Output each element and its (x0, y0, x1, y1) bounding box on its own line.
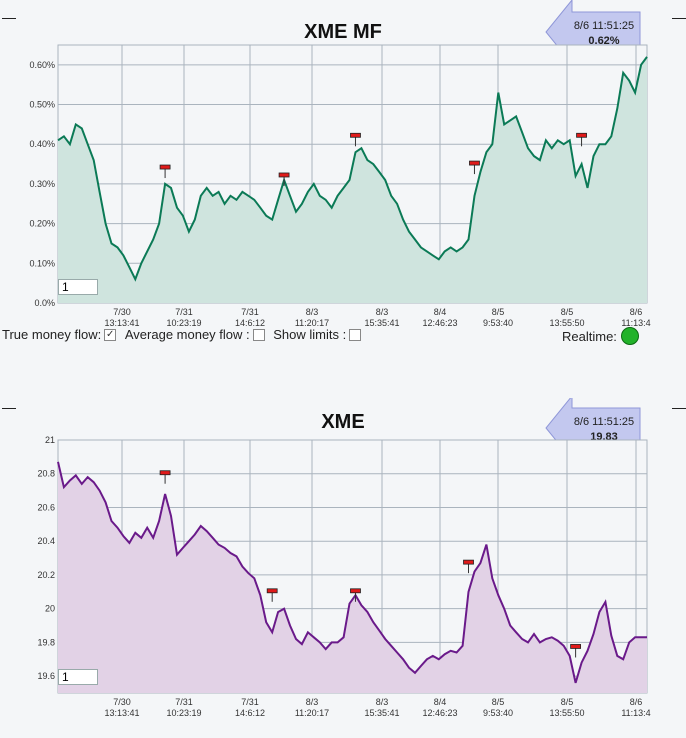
y-tick-label: 0.40% (29, 139, 55, 149)
x-tick-date: 7/31 (241, 697, 259, 707)
show-limits-checkbox[interactable] (349, 328, 362, 341)
y-tick-label: 20.8 (37, 469, 55, 479)
x-tick-time: 14:6:12 (235, 708, 265, 718)
x-tick-date: 7/31 (241, 307, 259, 317)
badge-value: 0.62% (588, 35, 619, 47)
mf-zoom-input[interactable] (58, 279, 98, 295)
average-money-flow-checkbox[interactable] (252, 328, 265, 341)
limit-marker-flag (576, 132, 587, 138)
x-tick-time: 10:23:19 (166, 708, 201, 718)
x-tick-date: 8/3 (306, 697, 319, 707)
x-tick-time: 9:53:40 (483, 318, 513, 328)
x-tick-time: 15:35:41 (364, 318, 399, 328)
series-line (57, 461, 647, 684)
x-tick-time: 11:13:4 (621, 318, 650, 328)
y-tick-label: 20 (45, 604, 55, 614)
chart-title: XME MF (304, 21, 382, 43)
series-area (58, 461, 647, 693)
x-tick-date: 8/3 (306, 307, 319, 317)
money-flow-chart: XME MF 8/6 11:51:25 0.62% 0.0% 0.10% 0.20% 0.3… (29, 0, 651, 328)
y-tick-label: 0.20% (29, 219, 55, 229)
limit-marker-flag (469, 160, 480, 166)
x-tick-time: 12:46:23 (422, 708, 457, 718)
show-limits-option[interactable]: Show limits : (273, 327, 364, 342)
x-tick-date: 8/6 (630, 307, 643, 317)
x-tick-time: 10:23:19 (166, 318, 201, 328)
series-area (58, 56, 647, 304)
x-tick-date: 8/6 (630, 697, 643, 707)
x-tick-date: 7/31 (175, 307, 193, 317)
top-right-dash-1 (672, 18, 686, 19)
y-tick-label: 20.6 (37, 502, 55, 512)
y-tick-label: 0.0% (34, 298, 55, 308)
realtime-status-indicator[interactable] (620, 327, 639, 345)
x-tick-date: 8/5 (492, 307, 505, 317)
limit-marker-flag (463, 559, 474, 565)
true-money-flow-option[interactable]: True money flow: ✓ (2, 327, 119, 342)
x-tick-date: 7/31 (175, 697, 193, 707)
chart-title: XME (321, 411, 364, 433)
limit-marker-flag (159, 164, 171, 170)
series-line (57, 56, 648, 282)
y-tick-label: 20.2 (37, 570, 55, 580)
x-tick-date: 8/4 (434, 697, 447, 707)
chart-options-bar: True money flow: ✓ Average money flow : … (2, 327, 366, 342)
y-tick-label: 20.4 (37, 536, 55, 546)
average-money-flow-option[interactable]: Average money flow : (125, 327, 268, 342)
y-tick-label: 21 (45, 435, 55, 445)
x-tick-time: 13:55:50 (549, 708, 584, 718)
limit-marker-flag (570, 644, 582, 649)
x-tick-time: 11:20:17 (295, 708, 329, 718)
x-tick-date: 8/3 (376, 697, 389, 707)
badge-date: 8/6 11:51:25 (574, 20, 634, 32)
x-tick-time: 11:13:4 (621, 708, 650, 718)
limit-marker-flag (278, 172, 290, 178)
y-tick-label: 19.6 (37, 671, 55, 681)
x-tick-date: 8/3 (376, 307, 389, 317)
limit-marker-flag (266, 588, 278, 594)
x-tick-date: 7/30 (113, 697, 131, 707)
x-tick-time: 15:35:41 (364, 708, 399, 718)
x-tick-time: 11:20:17 (295, 318, 329, 328)
price-chart: XME 8/6 11:51:2519.8319.619.82020.220.420… (37, 398, 651, 718)
top-right-dash-2 (672, 408, 686, 409)
badge-date: 8/6 11:51:25 (574, 416, 634, 428)
x-tick-time: 9:53:40 (483, 708, 513, 718)
x-tick-date: 7/30 (113, 307, 131, 317)
y-tick-label: 0.10% (29, 258, 55, 268)
top-left-dash-2 (2, 408, 16, 409)
true-money-flow-checkbox[interactable]: ✓ (104, 328, 117, 341)
show-limits-label: Show limits : (273, 327, 347, 342)
y-tick-label: 0.30% (29, 179, 55, 189)
x-tick-time: 12:46:23 (422, 318, 457, 328)
x-tick-time: 13:55:50 (549, 318, 584, 328)
limit-marker-flag (350, 588, 361, 594)
x-tick-date: 8/5 (492, 697, 505, 707)
limit-marker-flag (350, 132, 361, 138)
realtime-label: Realtime: (562, 328, 617, 344)
limit-marker-flag (159, 470, 171, 476)
average-money-flow-label: Average money flow : (124, 327, 250, 342)
y-tick-label: 0.50% (29, 100, 55, 110)
x-tick-date: 8/5 (561, 697, 574, 707)
x-tick-time: 13:13:41 (104, 708, 139, 718)
x-tick-time: 14:6:12 (235, 318, 265, 328)
realtime-toggle[interactable]: Realtime: (562, 327, 639, 345)
true-money-flow-label: True money flow: (2, 327, 102, 342)
x-tick-date: 8/4 (434, 307, 447, 317)
x-tick-time: 13:13:41 (104, 318, 139, 328)
x-tick-date: 8/5 (561, 307, 574, 317)
y-tick-label: 0.60% (29, 60, 55, 70)
price-zoom-input[interactable] (58, 669, 98, 685)
y-tick-label: 19.8 (37, 637, 55, 647)
top-left-dash-1 (2, 18, 16, 19)
